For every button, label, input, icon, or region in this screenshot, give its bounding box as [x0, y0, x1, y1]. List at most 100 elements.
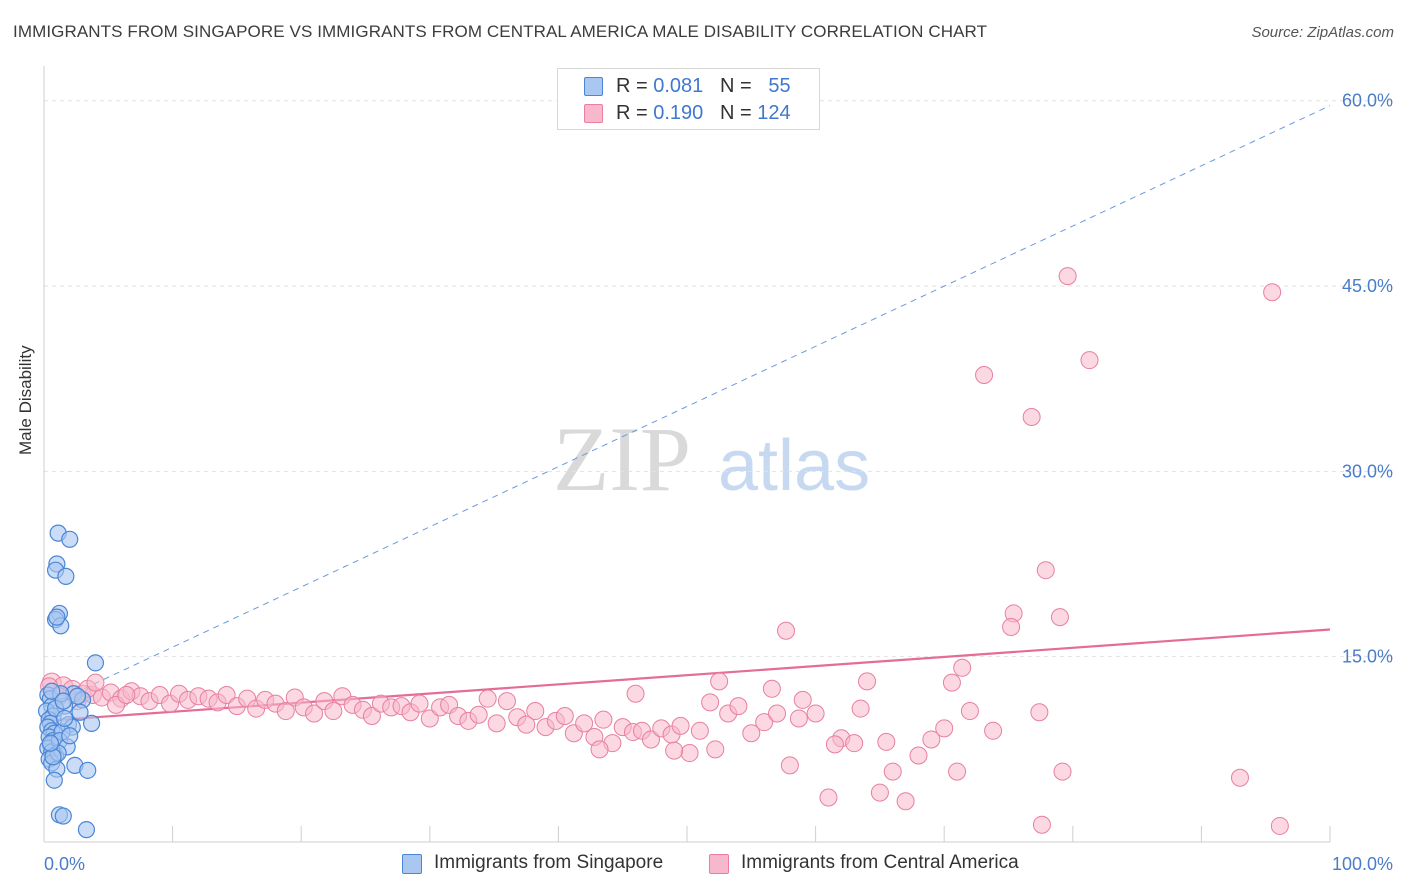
point-central-america	[690, 721, 709, 740]
source-label: Source: ZipAtlas.com	[1251, 24, 1394, 41]
y-tick-label-3: 60.0%	[1342, 91, 1393, 111]
tick-labels: 15.0% 30.0% 45.0% 60.0% 0.0% 100.0%	[44, 91, 1393, 874]
point-central-america	[665, 741, 684, 760]
point-central-america	[1022, 407, 1041, 426]
point-singapore	[79, 761, 97, 779]
point-central-america	[883, 762, 902, 781]
point-central-america	[641, 730, 660, 749]
legend-label-central-america: Immigrants from Central America	[741, 852, 1019, 873]
point-central-america	[117, 685, 136, 704]
point-central-america	[362, 706, 381, 725]
point-central-america	[701, 693, 720, 712]
legend-n-value-singapore: 55	[768, 75, 791, 97]
legend-r-value-singapore: 0.081	[653, 75, 704, 97]
point-central-america	[825, 735, 844, 754]
point-central-america	[768, 704, 787, 723]
point-singapore	[71, 703, 89, 721]
point-central-america	[324, 702, 343, 721]
point-central-america	[1036, 561, 1055, 580]
point-central-america	[680, 744, 699, 763]
point-central-america	[960, 702, 979, 721]
point-central-america	[1080, 351, 1099, 370]
point-central-america	[935, 719, 954, 738]
legend-r-label: R =	[616, 75, 654, 97]
point-singapore	[57, 567, 75, 585]
point-singapore	[86, 654, 105, 672]
point-central-america	[789, 709, 808, 728]
legend-n-value-central-america: 124	[757, 102, 791, 124]
point-central-america	[909, 746, 928, 765]
point-central-america	[942, 673, 961, 692]
legend-label-singapore: Immigrants from Singapore	[434, 852, 664, 873]
point-singapore	[45, 771, 63, 789]
point-central-america	[555, 706, 574, 725]
point-central-america	[729, 697, 748, 716]
point-central-america	[626, 684, 645, 703]
point-central-america	[420, 709, 439, 728]
point-central-america	[984, 721, 1003, 740]
point-central-america	[671, 716, 690, 735]
point-central-america	[975, 365, 994, 384]
point-central-america	[777, 621, 796, 640]
point-central-america	[755, 713, 774, 732]
point-central-america	[1030, 703, 1049, 722]
point-central-america	[1032, 815, 1051, 834]
point-central-america	[217, 685, 236, 704]
x-tick-label-1: 100.0%	[1332, 854, 1393, 874]
point-central-america	[1263, 283, 1282, 302]
point-central-america	[896, 792, 915, 811]
point-singapore	[61, 727, 79, 745]
trend-line-singapore	[43, 105, 1331, 708]
point-central-america	[497, 692, 516, 711]
point-singapore	[41, 734, 60, 752]
point-central-america	[487, 714, 506, 733]
point-central-america	[1058, 267, 1077, 286]
point-central-america	[517, 715, 536, 734]
series-singapore	[37, 524, 105, 839]
legend-swatch-singapore	[402, 854, 422, 874]
series-central-america	[40, 267, 1289, 835]
legend-r-value-central-america: 0.190	[653, 102, 704, 124]
point-central-america	[806, 704, 825, 723]
point-central-america	[819, 788, 838, 807]
point-central-america	[594, 710, 613, 729]
point-singapore	[54, 692, 72, 710]
point-singapore	[61, 530, 79, 548]
chart-title: IMMIGRANTS FROM SINGAPORE VS IMMIGRANTS …	[13, 22, 988, 41]
point-central-america	[1050, 608, 1069, 627]
point-singapore	[43, 682, 61, 700]
point-central-america	[1053, 762, 1072, 781]
point-central-america	[780, 756, 799, 775]
y-tick-label-0: 15.0%	[1342, 647, 1393, 667]
point-central-america	[1270, 816, 1289, 835]
legend-swatch-singapore	[584, 77, 603, 96]
grid-lines	[44, 100, 1395, 658]
legend-stats: R = 0.081 N = 55 R = 0.190 N = 124	[557, 68, 820, 130]
watermark-atlas: atlas	[718, 426, 870, 506]
point-central-america	[793, 690, 812, 709]
point-central-america	[845, 734, 864, 753]
y-tick-label-1: 30.0%	[1342, 461, 1393, 481]
point-central-america	[742, 724, 761, 743]
watermark: ZIP atlas	[553, 408, 870, 510]
point-central-america	[575, 714, 594, 733]
point-central-america	[590, 740, 609, 759]
point-central-america	[858, 672, 877, 691]
point-central-america	[706, 740, 725, 759]
point-central-america	[710, 672, 729, 691]
point-central-america	[877, 732, 896, 751]
point-central-america	[948, 762, 967, 781]
point-central-america	[526, 702, 545, 721]
point-singapore	[54, 807, 72, 825]
point-central-america	[870, 783, 889, 802]
legend-n-label: N =	[719, 75, 758, 97]
point-central-america	[922, 730, 941, 749]
legend-swatch-central-america	[709, 854, 729, 874]
legend-n-label: N =	[719, 102, 758, 124]
legend-r-label: R =	[616, 102, 654, 124]
point-central-america	[1002, 618, 1021, 637]
point-central-america	[478, 689, 497, 708]
y-tick-label-2: 45.0%	[1342, 276, 1393, 296]
watermark-zip: ZIP	[553, 408, 691, 510]
point-central-america	[762, 679, 781, 698]
